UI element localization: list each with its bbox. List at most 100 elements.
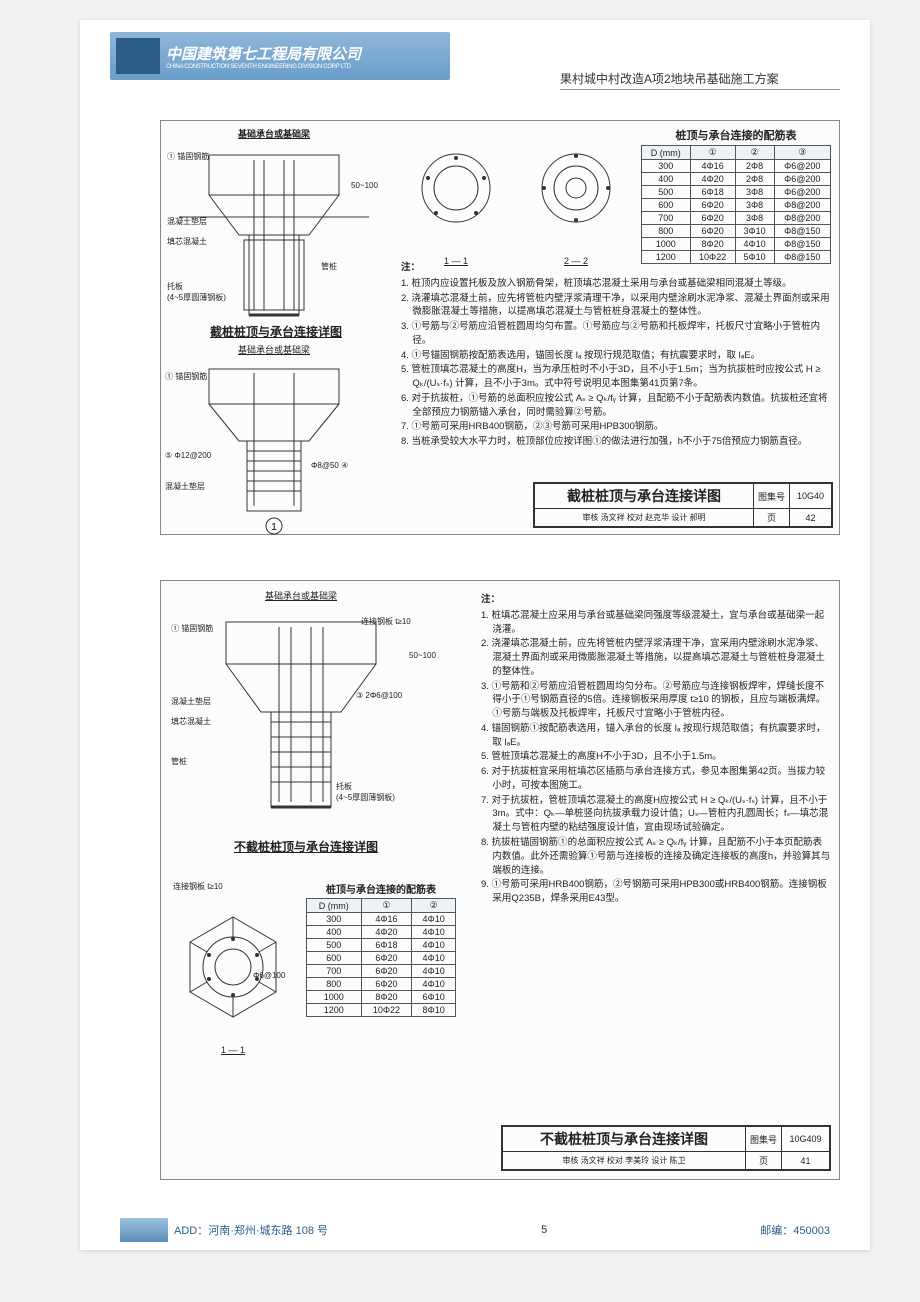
titleblock-1: 截桩桩顶与承台连接详图 图集号 10G40 审核 汤文祥 校对 赵克华 设计 郝… [533, 482, 833, 528]
caption-cut-pile: 截桩桩顶与承台连接详图 [171, 323, 381, 340]
callout-core: 填芯混凝土 [167, 236, 207, 247]
note-item: 3. ①号筋和②号筋应沿管桩圆周均匀分布。②号筋应与连接钢板焊牢，焊缝长度不得小… [481, 680, 831, 721]
table-cell: 3Φ10 [735, 225, 774, 238]
table-cell: 4Φ10 [412, 939, 456, 952]
table-row: 6006Φ204Φ10 [307, 952, 456, 965]
table-cell: 600 [642, 199, 691, 212]
table-cell: 4Φ20 [690, 173, 735, 186]
table-cell: 700 [642, 212, 691, 225]
callout-stirrup: Φ8@50 ④ [311, 461, 348, 470]
table-cell: 6Φ20 [361, 978, 412, 991]
small-stirrup-label: Φ6@100 [253, 971, 285, 980]
tb2-page-label: 页 [746, 1152, 782, 1170]
beam-label-2: 基础承台或基础梁 [169, 343, 379, 356]
table-cell: 700 [307, 965, 362, 978]
note-item: 7. 对于抗拔桩，管桩顶填芯混凝土的高度H应按公式 H ≥ Qₖ/(Uₛ·fₛ)… [481, 794, 831, 835]
tb1-set-label: 图集号 [754, 484, 790, 509]
callout-pipe-2: 管桩 [171, 756, 187, 767]
callout-plate-top: 连接钢板 t≥10 [361, 616, 411, 627]
table-cell: Φ8@150 [774, 238, 831, 251]
table-cell: 1200 [307, 1004, 362, 1017]
callout-anchor-bar-3: ① 锚固钢筋 [171, 623, 213, 634]
note-item: 5. 管桩顶填芯混凝土的高度H不小于3D，且不小于1.5m。 [481, 750, 831, 764]
table-cell: 2Φ8 [735, 160, 774, 173]
table-cell: 4Φ16 [361, 913, 412, 926]
dim-h: 50~100 [351, 181, 378, 190]
footer-logo [120, 1218, 168, 1242]
col-header: D (mm) [642, 146, 691, 160]
notes-2: 注： 1. 桩填芯混凝土应采用与承台或基础梁同强度等级混凝土，宜与承台或基础梁一… [481, 593, 831, 907]
footer-postcode: 邮编：450003 [760, 1222, 830, 1238]
table-cell: 6Φ20 [690, 212, 735, 225]
table-cell: 300 [307, 913, 362, 926]
table-cell: 2Φ8 [735, 173, 774, 186]
col-header: ② [735, 146, 774, 160]
table-row: 6006Φ203Φ8Φ8@200 [642, 199, 831, 212]
table-cell: 4Φ10 [412, 965, 456, 978]
note-item: 8. 抗拔桩锚固钢筋①的总面积应按公式 Aₛ ≥ Qₖ/fᵧ 计算，且配筋不小于… [481, 836, 831, 877]
callout-rebar-b: ⑤ Φ12@200 [165, 451, 211, 460]
table-row: 5006Φ184Φ10 [307, 939, 456, 952]
table-cell: 4Φ10 [412, 952, 456, 965]
table-cell: 4Φ16 [690, 160, 735, 173]
table-cell: 3Φ8 [735, 186, 774, 199]
tb2-set-val: 10G409 [782, 1127, 830, 1152]
tb1-set-val: 10G40 [790, 484, 832, 509]
rebar-table-1: D (mm)①②③3004Φ162Φ8Φ6@2004004Φ202Φ8Φ6@20… [641, 145, 831, 264]
table-cell: Φ8@200 [774, 199, 831, 212]
table-row: 7006Φ204Φ10 [307, 965, 456, 978]
table-cell: 600 [307, 952, 362, 965]
drawing-section-1-1: 1 — 1 [401, 133, 511, 253]
note-item: 3. ①号筋与②号筋应沿管桩圆周均匀布置。①号筋应与②号筋和托板焊牢，托板尺寸宜… [401, 320, 831, 348]
dim-h-2: 50~100 [409, 651, 436, 660]
note-item: 8. 当桩承受较大水平力时，桩顶部位应按详图①的做法进行加强，h不小于75倍预应… [401, 435, 831, 449]
table-cell: 400 [642, 173, 691, 186]
table-cell: 6Φ10 [412, 991, 456, 1004]
table-cell: 500 [307, 939, 362, 952]
table-cell: 6Φ20 [361, 965, 412, 978]
company-logo [116, 38, 160, 74]
drawing-cut-pile-elevation-2: 基础承台或基础梁 1 [169, 343, 379, 523]
note-item: 6. 对于抗拔桩宜采用桩填芯区插筋与承台连接方式，参见本图集第42页。当拔力较小… [481, 765, 831, 793]
table-cell: Φ8@200 [774, 212, 831, 225]
col-header: ① [361, 899, 412, 913]
tb1-page-label: 页 [754, 509, 790, 527]
table-row: 7006Φ203Φ8Φ8@200 [642, 212, 831, 225]
callout-plate: 托板(4~5厚圆薄钢板) [167, 281, 226, 303]
callout-plate-2: 托板(4~5厚圆薄钢板) [336, 781, 395, 803]
company-header: 中国建筑第七工程局有限公司 CHINA CONSTRUCTION SEVENTH… [110, 32, 450, 80]
tb1-row2: 审核 汤文祥 校对 赵克华 设计 郝明 [535, 509, 754, 527]
section-1: 基础承台或基础梁 ① 锚固钢筋 混凝土垫层 [160, 120, 840, 535]
table-cell: 4Φ10 [412, 913, 456, 926]
note-item: 1. 桩填芯混凝土应采用与承台或基础梁同强度等级混凝土，宜与承台或基础梁一起浇灌… [481, 609, 831, 637]
rebar-table-2-title: 桩顶与承台连接的配筋表 [306, 881, 456, 896]
titleblock-2: 不截桩桩顶与承台连接详图 图集号 10G409 审核 汤文祥 校对 李美玲 设计… [501, 1125, 831, 1171]
callout-core-2: 填芯混凝土 [171, 716, 211, 727]
page-number: 5 [541, 1224, 547, 1236]
notes-1: 注： 1. 桩顶内应设置托板及放入钢筋骨架，桩顶填芯混凝土采用与承台或基础梁相同… [401, 261, 831, 450]
table-row: 10008Φ206Φ10 [307, 991, 456, 1004]
table-row: 10008Φ204Φ10Φ8@150 [642, 238, 831, 251]
table-cell: 400 [307, 926, 362, 939]
table-row: 4004Φ204Φ10 [307, 926, 456, 939]
note-item: 6. 对于抗拔桩，①号筋的总面积应按公式 Aₛ ≥ Qₖ/fᵧ 计算，且配筋不小… [401, 392, 831, 420]
table-cell: 3Φ8 [735, 212, 774, 225]
table-cell: Φ8@150 [774, 225, 831, 238]
table-cell: 4Φ10 [412, 926, 456, 939]
table-cell: 8Φ10 [412, 1004, 456, 1017]
table-cell: 6Φ18 [361, 939, 412, 952]
table-cell: 8Φ20 [361, 991, 412, 1004]
callout-anchor-bar: ① 锚固钢筋 [167, 151, 209, 162]
notes-2-title: 注： [481, 593, 831, 607]
sec-1-1-b-label: 1 — 1 [173, 1045, 293, 1055]
table-cell: 4Φ10 [735, 238, 774, 251]
tb2-main: 不截桩桩顶与承台连接详图 [503, 1127, 746, 1152]
tb2-page-val: 41 [782, 1152, 830, 1170]
plate-label-b: 连接钢板 t≥10 [173, 881, 293, 892]
rebar-table-1-wrap: 桩顶与承台连接的配筋表 D (mm)①②③3004Φ162Φ8Φ6@200400… [641, 127, 831, 264]
callout-pad: 混凝土垫层 [167, 216, 207, 227]
note-item: 4. ①号锚固钢筋按配筋表选用，锚固长度 lₐ 按现行规范取值；有抗震要求时，取… [401, 349, 831, 363]
table-cell: 4Φ20 [361, 926, 412, 939]
col-header: ③ [774, 146, 831, 160]
col-header: ② [412, 899, 456, 913]
